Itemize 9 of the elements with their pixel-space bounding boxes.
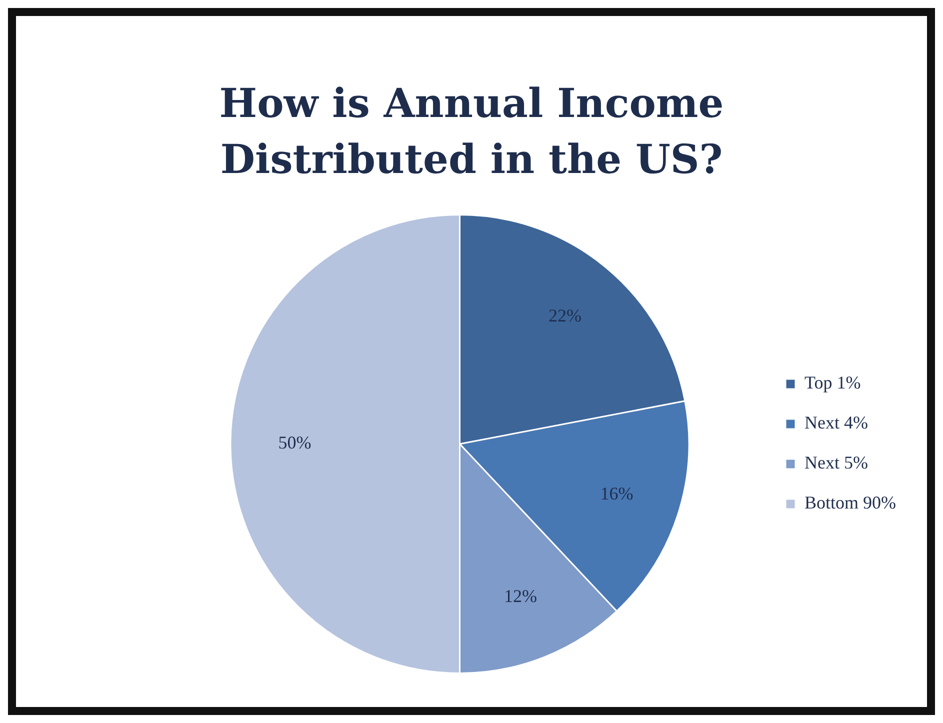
data-label: 50% [278,432,312,453]
legend-label: Bottom 90% [804,492,896,513]
data-label: 22% [548,306,582,326]
data-label: 12% [504,586,538,606]
chart-title: How is Annual Income Distributed in the US? [218,79,725,185]
legend-label: Top 1% [804,372,861,393]
legend-label: Next 5% [804,452,868,473]
legend-label: Next 4% [804,412,868,433]
data-label: 16% [600,484,634,504]
